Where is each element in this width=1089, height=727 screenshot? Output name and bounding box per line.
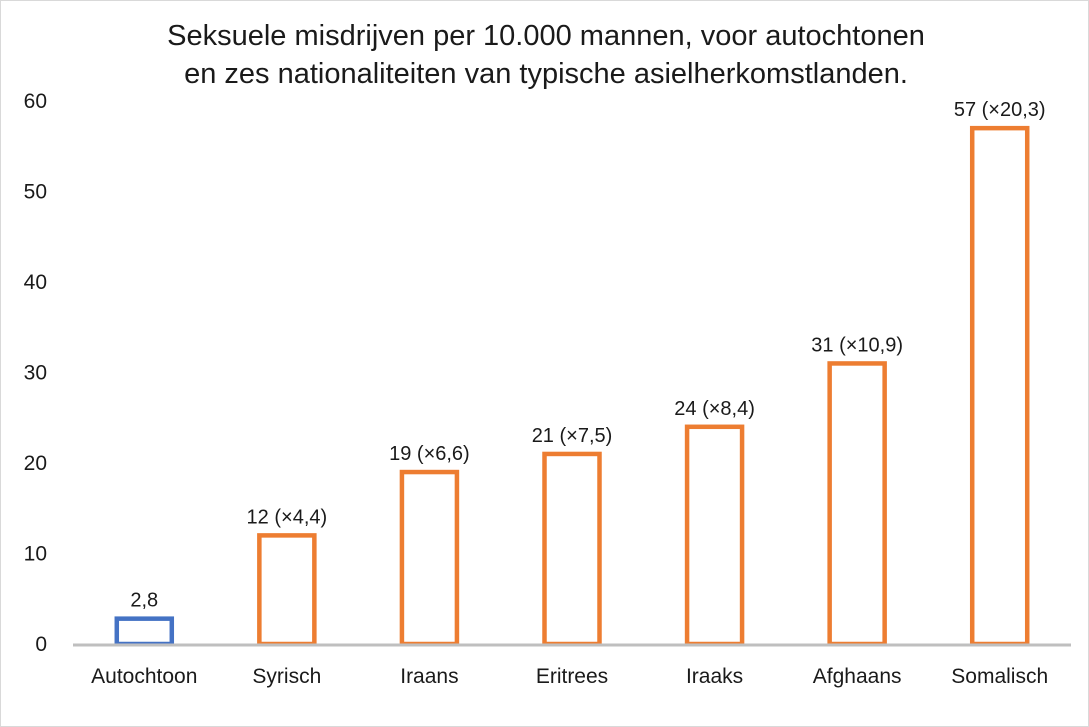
bar-somalisch: [969, 125, 1030, 647]
x-tick-label-somalisch: Somalisch: [951, 665, 1048, 688]
y-axis-ticks: 0 10 20 30 40 50 60: [24, 90, 47, 656]
data-label-syrisch: 12 (×4,4): [247, 506, 328, 528]
data-labels: 2,8 12 (×4,4) 19 (×6,6) 21 (×7,5) 24 (×8,4) 3…: [130, 99, 1045, 612]
y-tick-label: 40: [24, 271, 47, 294]
data-label-iraaks: 24 (×8,4): [674, 398, 755, 420]
y-tick-label: 30: [24, 362, 47, 385]
data-label-iraans: 19 (×6,6): [389, 443, 470, 465]
y-tick-label: 0: [35, 633, 47, 656]
data-label-autochtoon: 2,8: [130, 590, 158, 612]
x-tick-label-iraans: Iraans: [400, 665, 458, 688]
x-axis-labels: Autochtoon Syrisch Iraans Eritrees Iraaks Afg…: [91, 665, 1048, 688]
x-tick-label-afghaans: Afghaans: [813, 665, 902, 688]
data-label-afghaans: 31 (×10,9): [811, 334, 903, 356]
x-tick-label-eritrees: Eritrees: [536, 665, 608, 688]
y-tick-label: 50: [24, 181, 47, 204]
x-tick-label-syrisch: Syrisch: [252, 665, 321, 688]
y-tick-label: 60: [24, 90, 47, 113]
x-tick-label-iraaks: Iraaks: [686, 665, 743, 688]
x-tick-label-autochtoon: Autochtoon: [91, 665, 197, 688]
bar-afghaans: [827, 361, 887, 647]
data-label-eritrees: 21 (×7,5): [532, 425, 613, 447]
y-tick-label: 10: [24, 543, 47, 566]
y-tick-label: 20: [24, 452, 47, 475]
bars: [114, 125, 1030, 647]
bar-syrisch: [257, 533, 317, 647]
chart-title: Seksuele misdrijven per 10.000 mannen, v…: [167, 20, 925, 90]
data-label-somalisch: 57 (×20,3): [954, 99, 1046, 121]
bar-iraans: [399, 469, 460, 647]
bar-autochtoon: [114, 616, 175, 647]
bar-eritrees: [542, 451, 602, 647]
bar-iraaks: [684, 424, 745, 647]
